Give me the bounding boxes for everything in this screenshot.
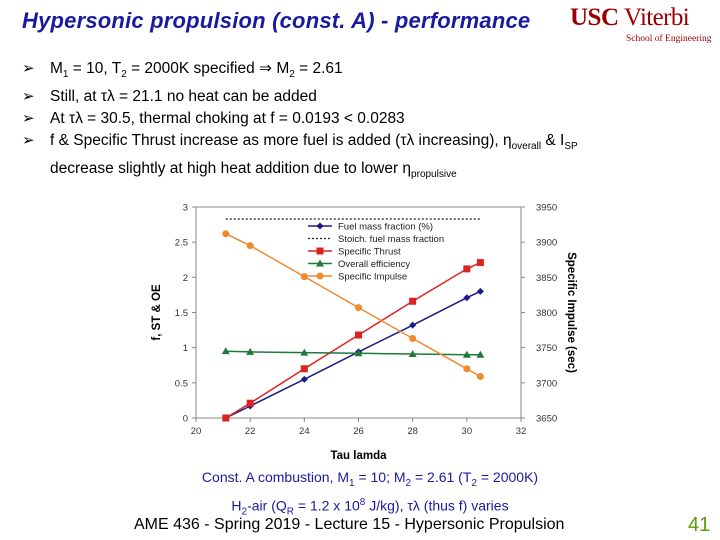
data-point-3: [221, 347, 230, 355]
legend-label: Stoich. fuel mass fraction: [338, 234, 444, 245]
legend-label: Overall efficiency: [338, 259, 410, 270]
arrowhead-bullet-icon: ➢: [22, 88, 35, 106]
legend-marker: [316, 222, 324, 230]
caption-line-1: Const. A combustion, M1 = 10; M2 = 2.61 …: [201, 469, 539, 489]
bullet-2: ➢ Still, at τλ = 21.1 no heat can be add…: [22, 86, 712, 108]
y-tick-label: 3: [183, 203, 188, 214]
performance-chart: 20 22 24 26 28 30 32 0 0.5 1 1.5 2 2.5 3 3650 3700 3750 3…: [151, 203, 577, 463]
bullet-4: ➢ f & Specific Thrust increase as more f…: [22, 132, 578, 181]
page-number: 41: [688, 514, 711, 536]
y2-tick-label: 3750: [536, 343, 557, 354]
data-point-4: [463, 365, 471, 373]
legend-label: Fuel mass fraction (%): [338, 222, 433, 233]
data-point-4: [476, 373, 484, 381]
data-point-2: [222, 414, 230, 422]
y-tick-label: 2: [183, 273, 188, 284]
logo-school: School of Engineering: [626, 34, 712, 44]
x-tick-label: 28: [407, 426, 418, 437]
usc-viterbi-logo: USC Viterbi School of Engineering: [570, 4, 718, 46]
data-point-4: [409, 335, 417, 343]
data-point-3: [354, 349, 363, 357]
data-point-2: [300, 365, 308, 373]
x-tick-label: 26: [353, 426, 364, 437]
data-point-0: [463, 294, 471, 302]
x-axis-label: Tau lamda: [330, 450, 387, 462]
data-point-2: [355, 331, 362, 339]
plot-area: [195, 206, 522, 419]
data-point-4: [246, 242, 254, 250]
logo-viterbi: Viterbi: [624, 4, 690, 31]
x-tick-label: 32: [516, 426, 527, 437]
x-tick-label: 30: [462, 426, 473, 437]
data-point-3: [408, 349, 417, 357]
arrowhead-bullet-icon: ➢: [22, 132, 35, 150]
arrowhead-bullet-icon: ➢: [22, 110, 35, 128]
page-title: Hypersonic propulsion (const. A) - perfo…: [22, 8, 531, 33]
y2-tick-label: 3950: [536, 203, 557, 214]
data-point-3: [246, 347, 255, 355]
legend-marker: [316, 272, 324, 280]
y2-tick-label: 3700: [536, 378, 557, 389]
data-point-4: [222, 230, 230, 238]
y2-axis-label: Specific Impulse (sec): [565, 252, 577, 373]
data-point-3: [300, 348, 309, 356]
footer-text: AME 436 - Spring 2019 - Lecture 15 - Hyp…: [134, 516, 565, 533]
arrowhead-bullet-icon: ➢: [22, 60, 35, 77]
data-point-4: [300, 273, 308, 281]
data-point-3: [462, 350, 471, 358]
data-point-2: [476, 259, 484, 267]
logo-usc: USC: [570, 4, 619, 31]
data-point-0: [476, 287, 484, 295]
bullet-list: ➢ M1 = 10, T2 = 2000K specified ⇒ M2 = 2…: [22, 58, 712, 186]
y2-tick-label: 3800: [536, 308, 557, 319]
legend-marker: [316, 259, 324, 267]
x-tick-label: 22: [245, 426, 256, 437]
data-point-2: [409, 297, 417, 305]
data-point-2: [463, 265, 471, 273]
data-point-0: [409, 321, 417, 329]
chart-caption: Const. A combustion, M1 = 10; M2 = 2.61 …: [150, 468, 590, 521]
y-tick-label: 0: [183, 414, 188, 425]
data-point-0: [300, 375, 308, 383]
data-point-4: [355, 304, 362, 312]
data-point-2: [246, 399, 254, 407]
y-tick-label: 1: [183, 343, 188, 354]
legend-label: Specific Impulse: [338, 272, 407, 283]
x-tick-label: 24: [299, 426, 310, 437]
y2-tick-label: 3850: [536, 273, 557, 284]
y-tick-label: 1.5: [175, 308, 188, 319]
y2-tick-label: 3900: [536, 238, 557, 249]
y-axis-label: f, ST & OE: [151, 284, 163, 341]
legend-marker: [316, 247, 324, 255]
bullet-1: ➢ M1 = 10, T2 = 2000K specified ⇒ M2 = 2…: [22, 60, 343, 81]
caption-line-2: H2-air (QR = 1.2 x 108 J/kg), τλ (thus f…: [231, 496, 509, 518]
data-point-3: [476, 350, 485, 358]
bullet-3: ➢ At τλ = 30.5, thermal choking at f = 0…: [22, 108, 712, 130]
x-tick-label: 20: [191, 426, 202, 437]
y-tick-label: 2.5: [175, 238, 188, 249]
y2-tick-label: 3650: [536, 414, 557, 425]
legend-label: Specific Thrust: [338, 247, 401, 258]
y-tick-label: 0.5: [175, 378, 188, 389]
